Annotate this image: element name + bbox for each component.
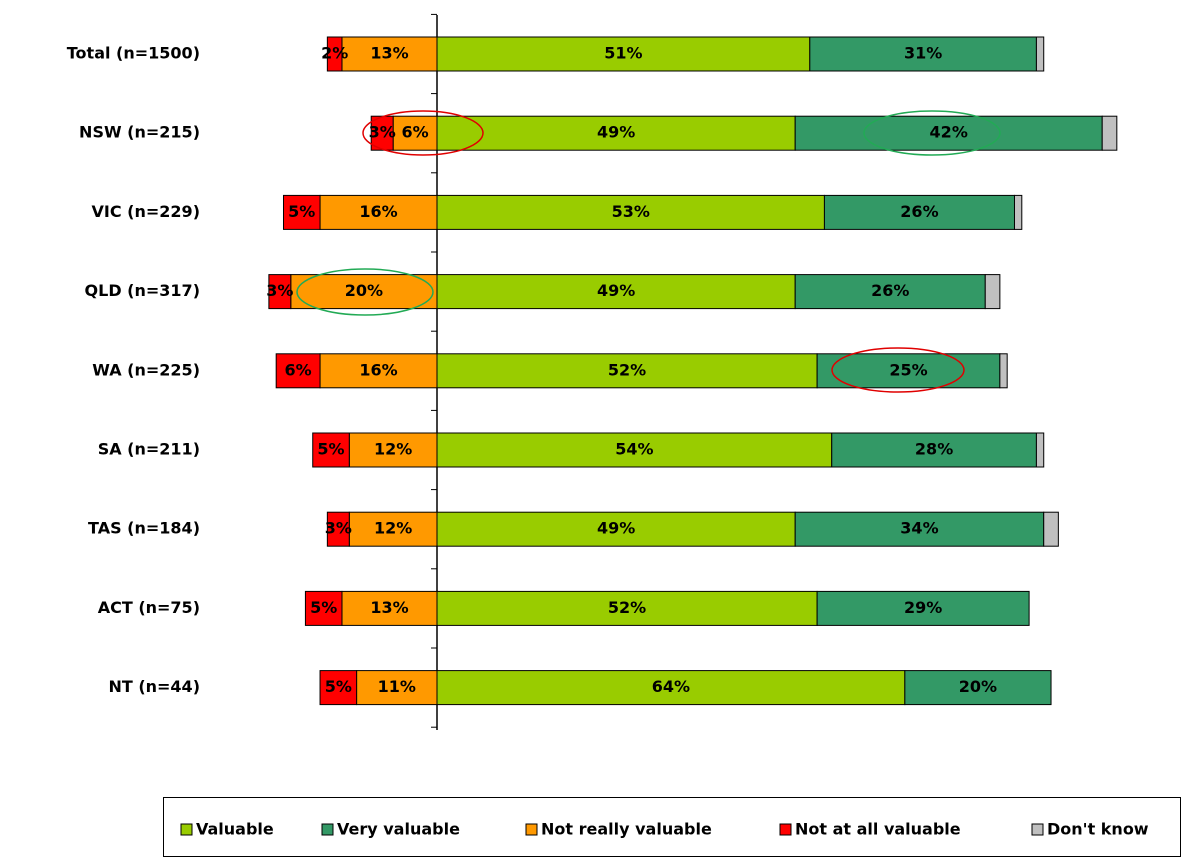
data-label: 64% [652,677,690,696]
bar-segment [319,194,438,230]
data-label: 12% [374,440,412,459]
data-label: 5% [325,677,352,696]
bar-segment [794,115,1103,151]
bar-segment [290,274,438,310]
category-label: WA (n=225) [92,360,200,379]
bar-segment [1035,432,1045,468]
bar-segment [436,590,818,626]
data-label: 26% [900,202,938,221]
bar-segment [326,511,350,547]
bar-segment [348,511,438,547]
bar-segment [436,670,906,706]
legend-swatch [180,823,193,836]
bar-segment [436,432,833,468]
bar-segment [275,353,321,389]
data-label: 49% [597,519,635,538]
data-label: 16% [359,360,397,379]
data-label: 42% [930,123,968,142]
data-label: 52% [608,598,646,617]
data-label: 13% [370,44,408,63]
data-label: 12% [374,519,412,538]
bar-segment [816,353,1001,389]
highlight-ellipse [863,110,1001,156]
category-label: QLD (n=317) [85,281,200,300]
legend-label: Valuable [196,820,274,839]
data-label: 20% [345,281,383,300]
bar-segment [356,670,438,706]
data-label: 16% [359,202,397,221]
category-label: Total (n=1500) [67,44,200,63]
bar-segment [319,670,358,706]
data-label: 5% [310,598,337,617]
data-label: 25% [889,360,927,379]
bar-segment [1013,194,1023,230]
data-label: 49% [597,281,635,300]
data-label: 53% [612,202,650,221]
bar-segment [1043,511,1059,547]
bar-segment [984,274,1001,310]
data-label: 5% [317,440,344,459]
bar-segment [436,36,811,72]
data-label: 54% [615,440,653,459]
bar-segment [392,115,438,151]
legend-label: Not at all valuable [795,820,961,839]
data-label: 5% [288,202,315,221]
bar-segment [436,511,796,547]
category-label: NT (n=44) [108,677,200,696]
bar-segment [348,432,438,468]
data-label: 26% [871,281,909,300]
data-label: 3% [266,281,293,300]
bar-segment [326,36,343,72]
bar-segment [312,432,350,468]
category-label: TAS (n=184) [88,519,200,538]
legend-swatch [1031,823,1044,836]
legend-swatch [525,823,538,836]
bar-segment [319,353,438,389]
bar-segment [999,353,1008,389]
data-label: 20% [959,677,997,696]
category-label: SA (n=211) [98,440,200,459]
data-label: 51% [604,44,642,63]
bar-segment [823,194,1015,230]
data-label: 52% [608,360,646,379]
data-label: 13% [370,598,408,617]
data-label: 6% [285,360,312,379]
bar-segment [816,590,1030,626]
data-label: 2% [321,44,348,63]
bar-segment [282,194,321,230]
highlight-ellipse [296,268,434,316]
bar-segment [1101,115,1118,151]
bar-segment [904,670,1052,706]
legend-label: Don't know [1047,820,1149,839]
data-label: 49% [597,123,635,142]
data-label: 6% [401,123,428,142]
highlight-ellipse [362,110,484,156]
bar-segment [341,36,438,72]
legend-swatch [321,823,334,836]
data-label: 29% [904,598,942,617]
category-label: NSW (n=215) [79,123,200,142]
legend-swatch [779,823,792,836]
highlight-ellipse [831,347,965,393]
bar-segment [268,274,292,310]
data-label: 28% [915,440,953,459]
bar-segment [304,590,343,626]
category-label: ACT (n=75) [98,598,200,617]
bar-segment [831,432,1037,468]
data-label: 31% [904,44,942,63]
data-label: 3% [325,519,352,538]
category-label: VIC (n=229) [92,202,200,221]
data-label: 34% [900,519,938,538]
data-label: 11% [378,677,416,696]
legend-label: Not really valuable [541,820,712,839]
legend-label: Very valuable [337,820,460,839]
data-label: 3% [369,123,396,142]
bar-segment [1035,36,1045,72]
